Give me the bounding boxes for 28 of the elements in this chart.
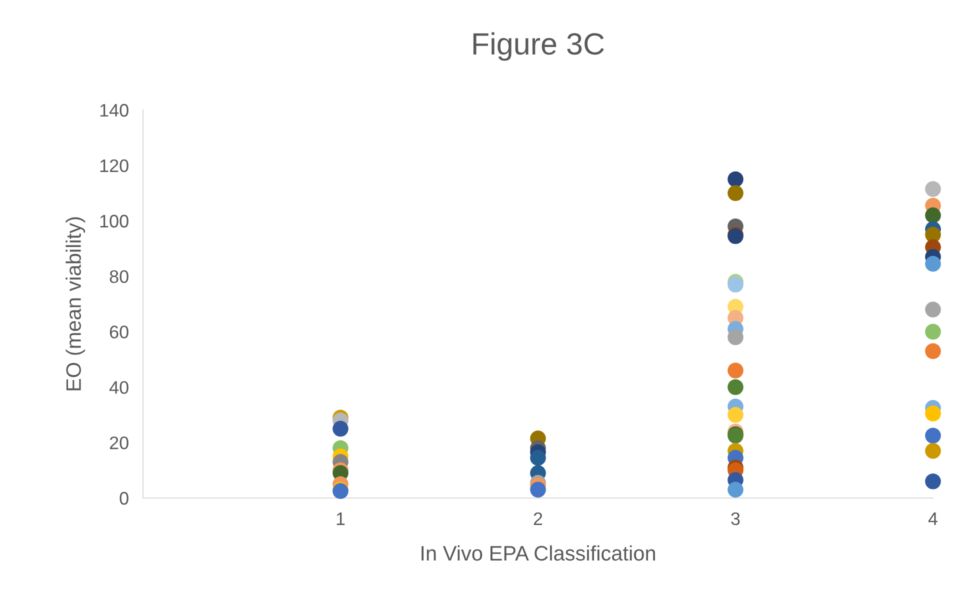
x-tick-label: 4 bbox=[928, 512, 938, 525]
point bbox=[728, 406, 744, 423]
point bbox=[728, 379, 744, 396]
y-tick-label: 120 bbox=[100, 159, 128, 172]
y-tick-label: 140 bbox=[100, 104, 128, 117]
point bbox=[728, 276, 744, 293]
point bbox=[925, 473, 941, 490]
y-tick-label: 0 bbox=[120, 492, 128, 505]
x-tick-label: 3 bbox=[731, 512, 740, 526]
y-tick-label: 80 bbox=[110, 270, 128, 284]
point bbox=[925, 343, 941, 360]
point bbox=[530, 450, 546, 466]
point bbox=[925, 428, 941, 444]
y-tick-label: 20 bbox=[110, 436, 128, 450]
point bbox=[925, 324, 941, 340]
x-tick-label: 2 bbox=[534, 512, 542, 525]
point bbox=[925, 442, 941, 459]
point bbox=[925, 207, 941, 224]
y-tick-label: 100 bbox=[100, 214, 128, 228]
x-axis-title: In Vivo EPA Classification bbox=[422, 545, 655, 561]
y-axis-title: EO (mean viability) bbox=[66, 217, 86, 390]
x-tick-label: 1 bbox=[336, 512, 345, 525]
y-tick-label: 60 bbox=[110, 326, 128, 338]
point bbox=[925, 302, 941, 318]
y-tick-label: 40 bbox=[109, 381, 128, 394]
point bbox=[925, 256, 941, 272]
point bbox=[925, 181, 941, 197]
chart-title: Figure 3C bbox=[473, 32, 604, 61]
